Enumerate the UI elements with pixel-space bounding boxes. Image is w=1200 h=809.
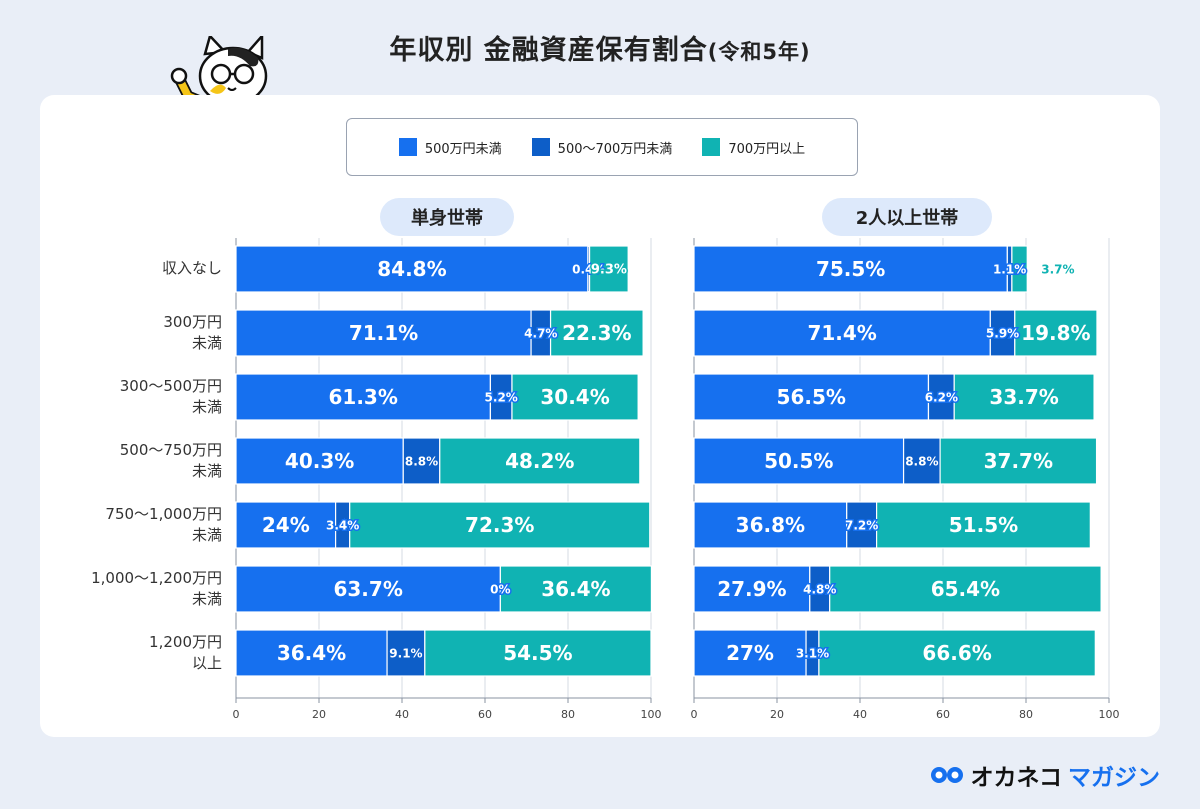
- data-label: 3.7%: [1041, 262, 1074, 276]
- data-label: 56.5%: [777, 385, 846, 409]
- x-tick-label: 100: [641, 708, 662, 721]
- data-label: 5.2%: [485, 390, 518, 404]
- data-label: 54.5%: [503, 641, 572, 665]
- x-tick-label: 0: [233, 708, 240, 721]
- data-label: 40.3%: [285, 449, 354, 473]
- data-label: 72.3%: [465, 513, 534, 537]
- data-label: 37.7%: [984, 449, 1053, 473]
- brand-name: オカネコ: [970, 758, 1062, 792]
- data-label: 71.4%: [807, 321, 876, 345]
- data-label: 5.9%: [986, 326, 1019, 340]
- data-label: 51.5%: [949, 513, 1018, 537]
- data-label: 36.4%: [541, 577, 610, 601]
- data-label: 66.6%: [922, 641, 991, 665]
- x-tick-label: 20: [312, 708, 326, 721]
- data-label: 75.5%: [816, 257, 885, 281]
- x-tick-label: 0: [691, 708, 698, 721]
- x-tick-label: 20: [770, 708, 784, 721]
- data-label: 9.1%: [389, 646, 422, 660]
- brand-suffix: マガジン: [1068, 758, 1160, 792]
- brand-logo-icon: [930, 764, 964, 786]
- data-label: 22.3%: [562, 321, 631, 345]
- data-label: 19.8%: [1021, 321, 1090, 345]
- data-label: 7.2%: [845, 518, 878, 532]
- data-label: 36.8%: [736, 513, 805, 537]
- data-label: 50.5%: [764, 449, 833, 473]
- data-label: 27.9%: [717, 577, 786, 601]
- data-label: 24%: [262, 513, 310, 537]
- x-tick-label: 100: [1099, 708, 1120, 721]
- data-label: 3.1%: [796, 646, 829, 660]
- data-label: 1.1%: [993, 262, 1026, 276]
- data-label: 30.4%: [540, 385, 609, 409]
- data-label: 6.2%: [925, 390, 958, 404]
- data-label: 48.2%: [505, 449, 574, 473]
- data-label: 3.4%: [326, 518, 359, 532]
- data-label: 36.4%: [277, 641, 346, 665]
- data-label: 63.7%: [333, 577, 402, 601]
- data-label: 61.3%: [329, 385, 398, 409]
- data-label: 65.4%: [931, 577, 1000, 601]
- data-label: 9.3%: [591, 263, 627, 278]
- x-tick-label: 80: [1019, 708, 1033, 721]
- data-label: 33.7%: [989, 385, 1058, 409]
- x-tick-label: 60: [478, 708, 492, 721]
- x-tick-label: 80: [561, 708, 575, 721]
- x-tick-label: 40: [853, 708, 867, 721]
- x-tick-label: 60: [936, 708, 950, 721]
- brand-logo: オカネコ マガジン: [930, 758, 1160, 792]
- data-label: 71.1%: [349, 321, 418, 345]
- data-label: 27%: [726, 641, 774, 665]
- data-label: 0%: [490, 582, 510, 596]
- data-label: 4.7%: [524, 326, 557, 340]
- data-label: 4.8%: [803, 582, 836, 596]
- data-label: 8.8%: [905, 454, 938, 468]
- data-label: 84.8%: [377, 257, 446, 281]
- data-label: 8.8%: [405, 454, 438, 468]
- x-tick-label: 40: [395, 708, 409, 721]
